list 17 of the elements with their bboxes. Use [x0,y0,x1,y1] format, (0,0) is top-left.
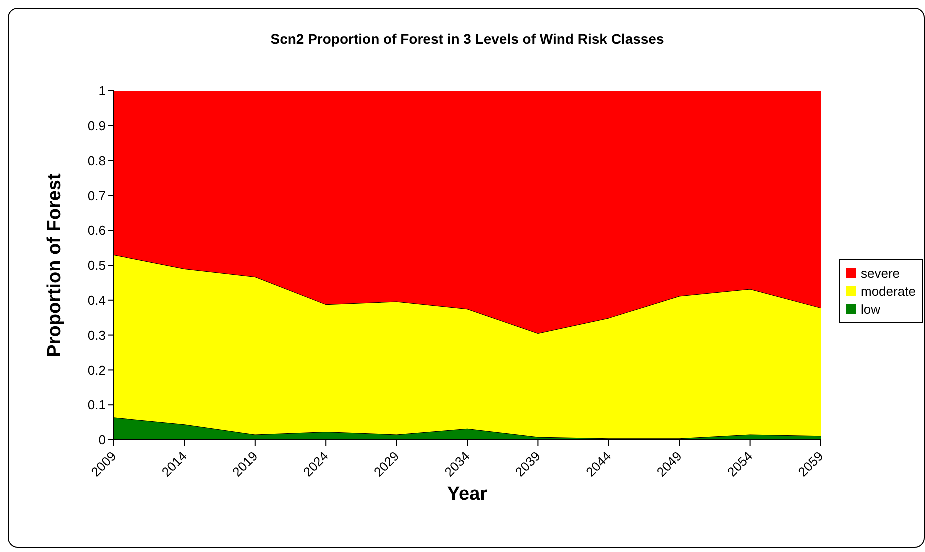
y-tick-label: 0.4 [88,293,106,308]
chart-title: Scn2 Proportion of Forest in 3 Levels of Wind Risk Classes [270,31,666,47]
y-tick-label: 0.8 [88,153,106,168]
y-axis-title: Proportion of Forest [44,173,66,358]
y-tick-label: 0.9 [88,118,106,134]
y-tick-label: 1 [98,84,106,99]
y-tick-label: 0.2 [88,362,106,378]
y-tick-label: 0.6 [88,223,106,238]
legend-label: low [861,302,881,316]
y-tick-label: 0.5 [88,258,106,274]
y-tick-label: 0.1 [88,398,106,413]
x-axis-title: Year [447,484,488,505]
legend-label: severe [861,266,900,280]
y-tick-label: 0.7 [88,188,106,204]
legend-label: moderate [861,284,916,298]
y-tick-label: 0 [98,432,106,448]
y-tick-label: 0.3 [88,328,106,343]
